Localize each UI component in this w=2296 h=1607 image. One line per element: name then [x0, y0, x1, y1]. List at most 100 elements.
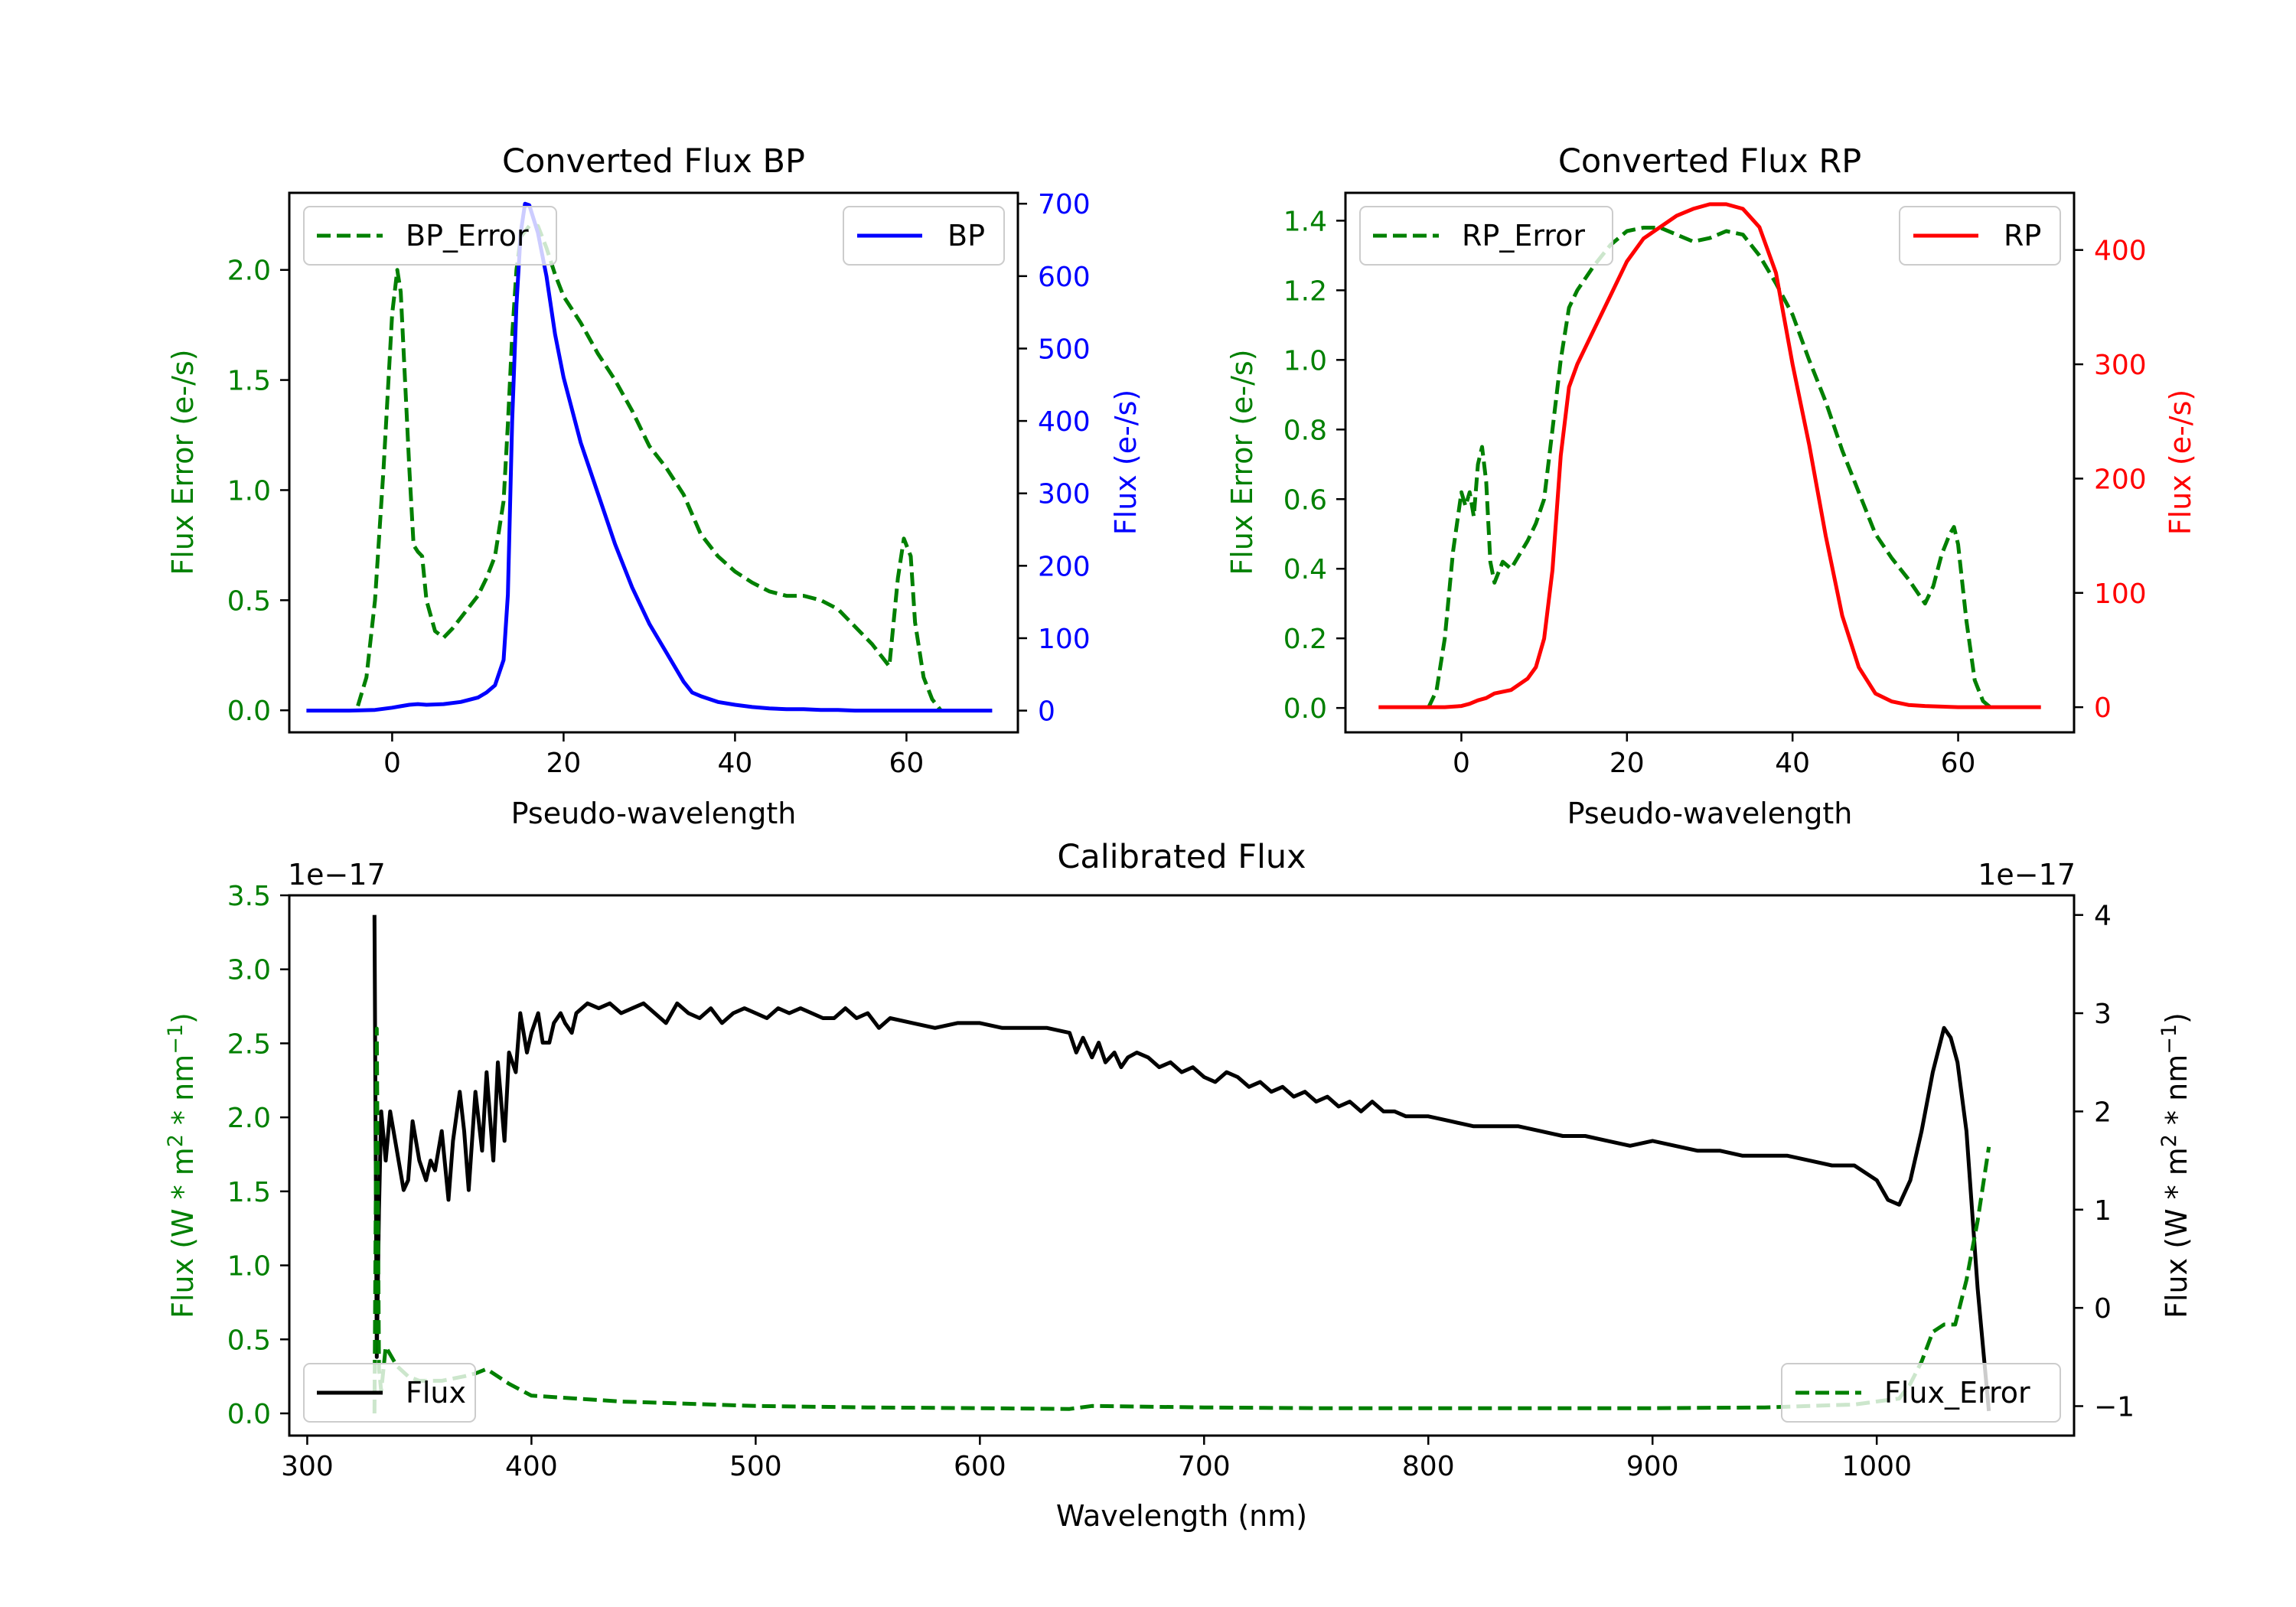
right-tick-label: 400 [1038, 406, 1091, 438]
left-y-axis-label: Flux Error (e-/s) [166, 349, 200, 575]
x-tick-label: 600 [954, 1451, 1006, 1482]
right-tick-label: 0 [1038, 696, 1055, 728]
panel-converted-flux-rp: Converted Flux RP 0 20 40 60 0.00.20.40.60.… [1225, 142, 2197, 830]
left-tick-label: 0.5 [227, 585, 271, 617]
x-tick-label: 700 [1178, 1451, 1231, 1482]
right-tick-label: 600 [1038, 262, 1091, 293]
axes-frame [1344, 191, 2076, 734]
right-tick-label: 100 [1038, 624, 1091, 655]
right-tick-label: 500 [1038, 334, 1091, 365]
legend-label-flux: Flux [406, 1376, 466, 1410]
left-y-axis-label: Flux Error (e-/s) [1225, 349, 1259, 575]
legend-box [1899, 206, 2061, 266]
series-line-bp [306, 201, 993, 713]
right-axis-ticks: 0 100 200 300 400 500 600 700 [1018, 189, 1091, 728]
legend-box [303, 1363, 476, 1423]
x-tick-label: 20 [546, 748, 581, 779]
x-tick-label: 0 [383, 748, 401, 779]
x-tick-label: 60 [889, 748, 924, 779]
x-axis-ticks: 0 20 40 60 [1453, 732, 1975, 779]
right-tick-label: 3 [2094, 999, 2112, 1030]
x-tick-label: 40 [717, 748, 752, 779]
left-tick-label: 0.4 [1283, 554, 1327, 585]
ylabel-sup: 2 [2157, 1134, 2181, 1147]
x-tick-label: 40 [1775, 748, 1810, 779]
left-tick-label: 0.0 [227, 696, 271, 727]
right-tick-label: 4 [2094, 901, 2112, 932]
panel-converted-flux-bp: Converted Flux BP 0 20 40 60 0.0 0.5 1.0 1.5 2.… [166, 142, 1143, 830]
legend-box [843, 206, 1005, 266]
ylabel-sup: −1 [2157, 1024, 2181, 1054]
right-tick-label: 0 [2094, 693, 2112, 724]
left-tick-label: 1.5 [227, 1177, 271, 1208]
legend-box [303, 206, 557, 266]
x-tick-label: 300 [281, 1451, 334, 1482]
legend-left: Flux [303, 1363, 476, 1423]
right-axis-ticks: −1 0 1 2 3 4 [2074, 901, 2135, 1423]
legend-left: BP_Error [303, 206, 557, 266]
ylabel-part: * nm [166, 1054, 200, 1134]
right-y-axis-label: Flux (W * m2 * nm−1) [2157, 1012, 2193, 1319]
left-y-axis-label: Flux (W * m2 * nm−1) [164, 1012, 200, 1319]
legend-label-flux-error: Flux_Error [1884, 1376, 2030, 1410]
ylabel-close: ) [166, 1012, 200, 1024]
x-tick-label: 500 [729, 1451, 782, 1482]
right-tick-label: 200 [1038, 551, 1091, 582]
left-tick-label: 1.0 [1283, 345, 1327, 376]
left-axis-ticks: 0.0 0.5 1.0 1.5 2.0 2.5 3.0 3.5 [227, 881, 289, 1430]
left-tick-label: 1.0 [227, 475, 271, 507]
ylabel-sup: −1 [164, 1024, 188, 1054]
right-tick-label: 300 [1038, 479, 1091, 510]
legend-label-rp-error: RP_Error [1462, 219, 1585, 253]
left-tick-label: 2.5 [227, 1028, 271, 1060]
axes-frame [288, 191, 1019, 734]
legend-label-rp: RP [2004, 219, 2041, 253]
panel-title: Converted Flux RP [1558, 142, 1861, 181]
x-axis-label: Pseudo-wavelength [1567, 797, 1853, 830]
left-tick-label: 0.5 [227, 1325, 271, 1356]
panel-title: Converted Flux BP [502, 142, 805, 181]
left-tick-label: 3.0 [227, 955, 271, 986]
right-axis-offset-label: 1e−17 [1978, 858, 2076, 892]
legend-right: RP [1899, 206, 2061, 266]
x-tick-label: 800 [1402, 1451, 1455, 1482]
right-tick-label: 1 [2094, 1195, 2112, 1227]
panel-title: Calibrated Flux [1057, 838, 1306, 876]
right-tick-label: 200 [2094, 464, 2147, 495]
left-tick-label: 1.5 [227, 366, 271, 397]
right-tick-label: 300 [2094, 350, 2147, 381]
x-tick-label: 0 [1453, 748, 1470, 779]
ylabel-part: * nm [2160, 1054, 2193, 1134]
left-tick-label: 1.4 [1283, 206, 1327, 237]
left-tick-label: 0.8 [1283, 415, 1327, 446]
left-tick-label: 2.0 [227, 1103, 271, 1134]
ylabel-sup: 2 [164, 1134, 188, 1147]
panel-calibrated-flux: Calibrated Flux 300 400 500 600 700 800 900 100… [164, 838, 2193, 1533]
left-tick-label: 1.2 [1283, 275, 1327, 307]
legend-right: Flux_Error [1781, 1363, 2061, 1423]
right-axis-ticks: 0 100 200 300 400 [2074, 236, 2147, 724]
series-line-rp [1378, 202, 2041, 709]
x-tick-label: 20 [1609, 748, 1645, 779]
right-tick-label: 2 [2094, 1097, 2112, 1128]
left-tick-label: 1.0 [227, 1251, 271, 1283]
left-axis-offset-label: 1e−17 [288, 858, 386, 892]
right-tick-label: 100 [2094, 579, 2147, 610]
legend-box [1781, 1363, 2061, 1423]
right-tick-label: −1 [2094, 1391, 2135, 1423]
series-line-flux [372, 914, 1991, 1412]
legend-label-bp: BP [947, 219, 985, 253]
x-axis-label: Wavelength (nm) [1056, 1499, 1307, 1533]
left-tick-label: 0.6 [1283, 484, 1327, 516]
x-tick-label: 60 [1941, 748, 1976, 779]
legend-label-bp-error: BP_Error [406, 219, 529, 253]
plot-area [1378, 202, 2041, 710]
x-tick-label: 400 [505, 1451, 558, 1482]
right-y-axis-label: Flux (e-/s) [1109, 390, 1143, 535]
left-tick-label: 0.0 [1283, 693, 1327, 725]
x-tick-label: 1000 [1841, 1451, 1912, 1482]
left-tick-label: 3.5 [227, 881, 271, 912]
x-axis-ticks: 300 400 500 600 700 800 900 1000 [281, 1436, 1912, 1482]
